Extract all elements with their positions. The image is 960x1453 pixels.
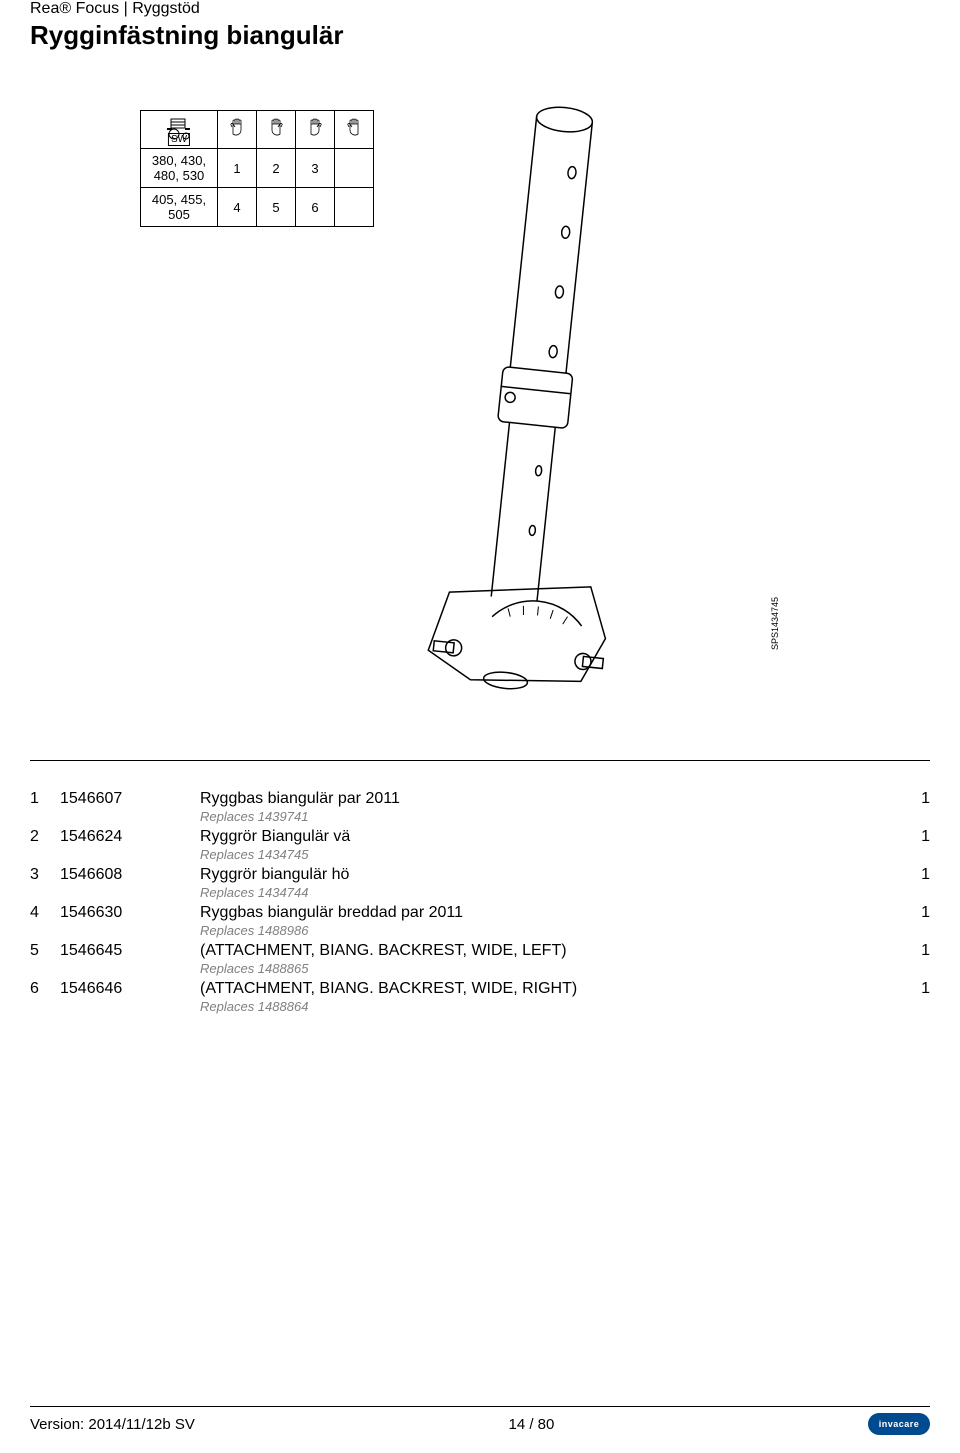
replaces-note: Replaces 1488864: [200, 999, 890, 1014]
replaces-note: Replaces 1434744: [200, 885, 890, 900]
cell: 5: [257, 188, 296, 227]
table-row: 1 1546607 Ryggbas biangulär par 2011 Rep…: [30, 790, 930, 824]
replaces-note: Replaces 1439741: [200, 809, 890, 824]
table-row: 6 1546646 (ATTACHMENT, BIANG. BACKREST, …: [30, 980, 930, 1014]
sps-code: SPS1434745: [770, 597, 780, 650]
parts-list: 1 1546607 Ryggbas biangulär par 2011 Rep…: [30, 790, 930, 1018]
table-row: 405, 455, 505 4 5 6: [141, 188, 374, 227]
page-number: 14 / 80: [508, 1416, 554, 1433]
replaces-note: Replaces 1488865: [200, 961, 890, 976]
divider: [30, 760, 930, 761]
part-desc: Ryggbas biangulär par 2011 Replaces 1439…: [200, 790, 890, 824]
part-desc: (ATTACHMENT, BIANG. BACKREST, WIDE, LEFT…: [200, 942, 890, 976]
footer: Version: 2014/11/12b SV 14 / 80 invacare: [30, 1413, 930, 1435]
product-diagram: [360, 100, 710, 700]
row-number: 5: [30, 942, 60, 960]
cell: 1: [218, 149, 257, 188]
cell: 4: [218, 188, 257, 227]
cell: 6: [296, 188, 335, 227]
table-row: 380, 430, 480, 530 1 2 3: [141, 149, 374, 188]
size-label: 405, 455, 505: [141, 188, 218, 227]
table-row: 5 1546645 (ATTACHMENT, BIANG. BACKREST, …: [30, 942, 930, 976]
hand-left-out-icon: [229, 118, 245, 138]
hand-left-in-icon: [307, 118, 323, 138]
size-reference-table: SW: [140, 110, 374, 227]
part-qty: 1: [890, 828, 930, 846]
part-code: 1546645: [60, 942, 200, 960]
row-number: 1: [30, 790, 60, 808]
brand-logo: invacare: [868, 1413, 930, 1435]
part-code: 1546608: [60, 866, 200, 884]
part-desc: Ryggrör biangulär hö Replaces 1434744: [200, 866, 890, 900]
sw-label: SW: [168, 133, 190, 146]
part-code: 1546630: [60, 904, 200, 922]
part-code: 1546624: [60, 828, 200, 846]
row-number: 4: [30, 904, 60, 922]
table-row: 3 1546608 Ryggrör biangulär hö Replaces …: [30, 866, 930, 900]
part-code: 1546607: [60, 790, 200, 808]
part-qty: 1: [890, 790, 930, 808]
row-number: 6: [30, 980, 60, 998]
cell: 3: [296, 149, 335, 188]
backrest-tube-icon: [360, 100, 710, 700]
part-qty: 1: [890, 904, 930, 922]
cell: 2: [257, 149, 296, 188]
page-title: Rygginfästning biangulär: [30, 20, 343, 51]
breadcrumb: Rea® Focus | Ryggstöd: [30, 0, 200, 18]
hand-icon-cell: [296, 111, 335, 149]
size-label: 380, 430, 480, 530: [141, 149, 218, 188]
version-text: Version: 2014/11/12b SV: [30, 1416, 195, 1433]
row-number: 3: [30, 866, 60, 884]
part-desc: Ryggrör Biangulär vä Replaces 1434745: [200, 828, 890, 862]
part-qty: 1: [890, 866, 930, 884]
footer-divider: [30, 1406, 930, 1407]
part-desc: (ATTACHMENT, BIANG. BACKREST, WIDE, RIGH…: [200, 980, 890, 1014]
part-code: 1546646: [60, 980, 200, 998]
hand-icon-cell: [218, 111, 257, 149]
table-row: 4 1546630 Ryggbas biangulär breddad par …: [30, 904, 930, 938]
part-desc: Ryggbas biangulär breddad par 2011 Repla…: [200, 904, 890, 938]
hand-right-out-icon: [268, 118, 284, 138]
replaces-note: Replaces 1488986: [200, 923, 890, 938]
sw-header-cell: SW: [141, 111, 218, 149]
row-number: 2: [30, 828, 60, 846]
part-qty: 1: [890, 980, 930, 998]
table-row: 2 1546624 Ryggrör Biangulär vä Replaces …: [30, 828, 930, 862]
replaces-note: Replaces 1434745: [200, 847, 890, 862]
part-qty: 1: [890, 942, 930, 960]
hand-icon-cell: [257, 111, 296, 149]
page: Rea® Focus | Ryggstöd Rygginfästning bia…: [0, 0, 960, 1453]
